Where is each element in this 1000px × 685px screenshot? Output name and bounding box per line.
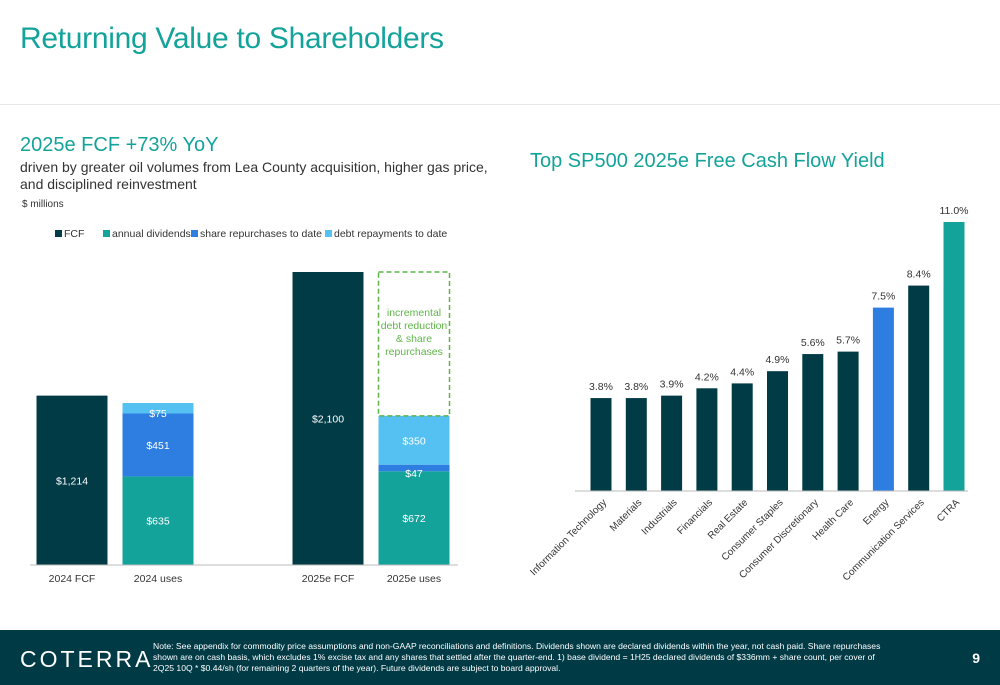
- page-number: 9: [972, 650, 980, 666]
- category-label: Materials: [608, 497, 644, 533]
- legend-label-0: FCF: [64, 228, 84, 240]
- category-label: Industrials: [640, 497, 680, 537]
- legend-swatch-1: [103, 230, 110, 237]
- data-label: 4.2%: [695, 371, 719, 383]
- annotation-line: & share: [396, 333, 432, 345]
- left-heading: 2025e FCF +73% YoY: [20, 134, 219, 156]
- incremental-box: [377, 271, 451, 417]
- annotation-line: debt reduction: [381, 320, 448, 332]
- annotation-line: incremental: [387, 307, 441, 319]
- data-label: $1,214: [56, 475, 88, 487]
- data-label: 11.0%: [940, 205, 969, 217]
- bar: [872, 307, 894, 491]
- bar-segment: [122, 413, 194, 477]
- fcf-stacked-bar-chart: FCF annual dividends share repurchases to …: [30, 228, 458, 585]
- data-label: $350: [402, 435, 426, 447]
- bar-segment: [122, 476, 194, 565]
- bar: [731, 383, 753, 491]
- legend-swatch-0: [55, 230, 62, 237]
- bar: [837, 351, 859, 491]
- category-label: 2024 uses: [134, 573, 182, 585]
- data-label: 4.4%: [730, 366, 754, 378]
- data-label: $451: [146, 440, 170, 452]
- left-subheading: driven by greater oil volumes from Lea C…: [20, 159, 488, 192]
- data-label: 3.8%: [589, 381, 613, 393]
- data-label: $75: [149, 408, 167, 420]
- data-label: 5.6%: [801, 337, 825, 349]
- data-label: 7.5%: [871, 291, 895, 303]
- coterra-logo: COTERRA: [20, 646, 154, 672]
- data-label: 3.9%: [660, 379, 684, 391]
- header-divider: [0, 104, 1000, 105]
- category-label: Energy: [861, 497, 891, 527]
- fcf-yield-bar-chart: 3.8% Information Technology 3.8% Materials 3…: [528, 205, 969, 583]
- bar: [625, 398, 647, 491]
- category-label: 2025e uses: [387, 573, 441, 585]
- bar: [590, 398, 612, 491]
- bar-segment: [122, 403, 194, 414]
- bar: [802, 354, 824, 491]
- data-label: $635: [146, 516, 170, 528]
- bar-segment: [378, 464, 450, 472]
- footnote: Note: See appendix for commodity price a…: [153, 641, 881, 673]
- footer-bar: COTERRA Note: See appendix for commodity…: [0, 630, 1000, 685]
- legend-swatch-2: [191, 230, 198, 237]
- page-title: Returning Value to Shareholders: [20, 22, 444, 55]
- category-label: CTRA: [935, 497, 962, 524]
- bar: [908, 285, 930, 491]
- legend-label-1: annual dividends: [112, 228, 191, 240]
- bar-segment: [378, 415, 450, 465]
- bar: [661, 395, 683, 491]
- legend-swatch-3: [325, 230, 332, 237]
- right-heading: Top SP500 2025e Free Cash Flow Yield: [530, 150, 885, 172]
- bar-segment: [292, 272, 364, 565]
- units-label: $ millions: [22, 199, 64, 210]
- category-label: Consumer Staples: [720, 497, 786, 563]
- data-label: $2,100: [312, 414, 344, 426]
- annotation-line: repurchases: [385, 346, 443, 358]
- bar-segment: [36, 395, 108, 565]
- legend-label-3: debt repayments to date: [334, 228, 447, 240]
- bar: [767, 371, 788, 491]
- data-label: 3.8%: [624, 381, 648, 393]
- bar: [696, 388, 718, 491]
- data-label: 8.4%: [907, 269, 931, 281]
- data-label: 5.7%: [836, 335, 860, 347]
- category-label: 2024 FCF: [49, 573, 96, 585]
- data-label: $672: [402, 513, 426, 525]
- category-label: 2025e FCF: [302, 573, 355, 585]
- data-label: $47: [405, 468, 423, 480]
- bar: [943, 222, 965, 491]
- legend-label-2: share repurchases to date: [200, 228, 322, 240]
- bar-segment: [378, 471, 450, 565]
- category-label: Information Technology: [528, 497, 609, 578]
- data-label: 4.9%: [766, 354, 790, 366]
